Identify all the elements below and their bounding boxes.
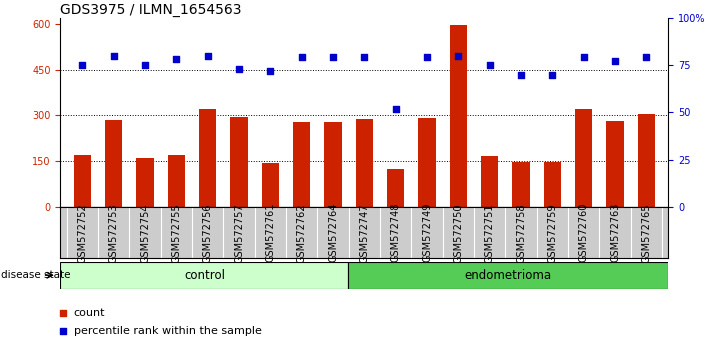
Point [453, 53, 464, 58]
Bar [199, 109, 216, 207]
Point [609, 58, 621, 64]
Point [515, 72, 527, 78]
Text: GSM572753: GSM572753 [109, 203, 119, 263]
Point [296, 55, 307, 60]
Bar [230, 117, 247, 207]
Bar [74, 155, 91, 207]
Bar [513, 162, 530, 207]
Text: GSM572754: GSM572754 [140, 203, 150, 263]
Point [77, 62, 88, 68]
Text: endometrioma: endometrioma [465, 269, 552, 282]
Bar [638, 114, 655, 207]
Text: GSM572760: GSM572760 [579, 203, 589, 262]
Bar [324, 122, 342, 207]
Text: GSM572764: GSM572764 [328, 203, 338, 262]
Bar [60, 262, 348, 289]
Point [327, 55, 338, 60]
Text: GSM572749: GSM572749 [422, 203, 432, 262]
Bar [606, 121, 624, 207]
Text: GSM572752: GSM572752 [77, 203, 87, 263]
Point [58, 310, 69, 316]
Point [641, 55, 652, 60]
Text: GSM572762: GSM572762 [296, 203, 306, 263]
Bar [387, 169, 405, 207]
Bar [356, 119, 373, 207]
Point [264, 68, 276, 74]
Text: GSM572763: GSM572763 [610, 203, 620, 262]
Bar [105, 120, 122, 207]
Text: GSM572758: GSM572758 [516, 203, 526, 263]
Text: GSM572759: GSM572759 [547, 203, 557, 263]
Point [171, 57, 182, 62]
Text: count: count [74, 308, 105, 318]
Point [139, 62, 151, 68]
Bar [575, 109, 592, 207]
Bar [262, 163, 279, 207]
Text: GSM572750: GSM572750 [454, 203, 464, 263]
Bar [419, 118, 436, 207]
Text: GSM572748: GSM572748 [391, 203, 401, 262]
Point [422, 55, 433, 60]
Text: disease state: disease state [1, 270, 70, 280]
Bar [168, 155, 185, 207]
Text: GSM572747: GSM572747 [359, 203, 370, 263]
Bar [348, 262, 668, 289]
Point [578, 55, 589, 60]
Text: GDS3975 / ILMN_1654563: GDS3975 / ILMN_1654563 [60, 3, 242, 17]
Text: GSM572756: GSM572756 [203, 203, 213, 263]
Text: GSM572761: GSM572761 [265, 203, 275, 262]
Point [202, 53, 213, 58]
Text: control: control [184, 269, 225, 282]
Bar [450, 25, 467, 207]
Bar [481, 156, 498, 207]
Text: GSM572757: GSM572757 [234, 203, 244, 263]
Bar [544, 162, 561, 207]
Point [359, 55, 370, 60]
Text: GSM572751: GSM572751 [485, 203, 495, 263]
Bar [137, 158, 154, 207]
Point [390, 106, 402, 112]
Text: percentile rank within the sample: percentile rank within the sample [74, 326, 262, 336]
Point [484, 62, 496, 68]
Point [108, 53, 119, 58]
Point [547, 72, 558, 78]
Point [233, 66, 245, 72]
Point [58, 328, 69, 334]
Text: GSM572765: GSM572765 [641, 203, 651, 263]
Bar [293, 122, 310, 207]
Text: GSM572755: GSM572755 [171, 203, 181, 263]
